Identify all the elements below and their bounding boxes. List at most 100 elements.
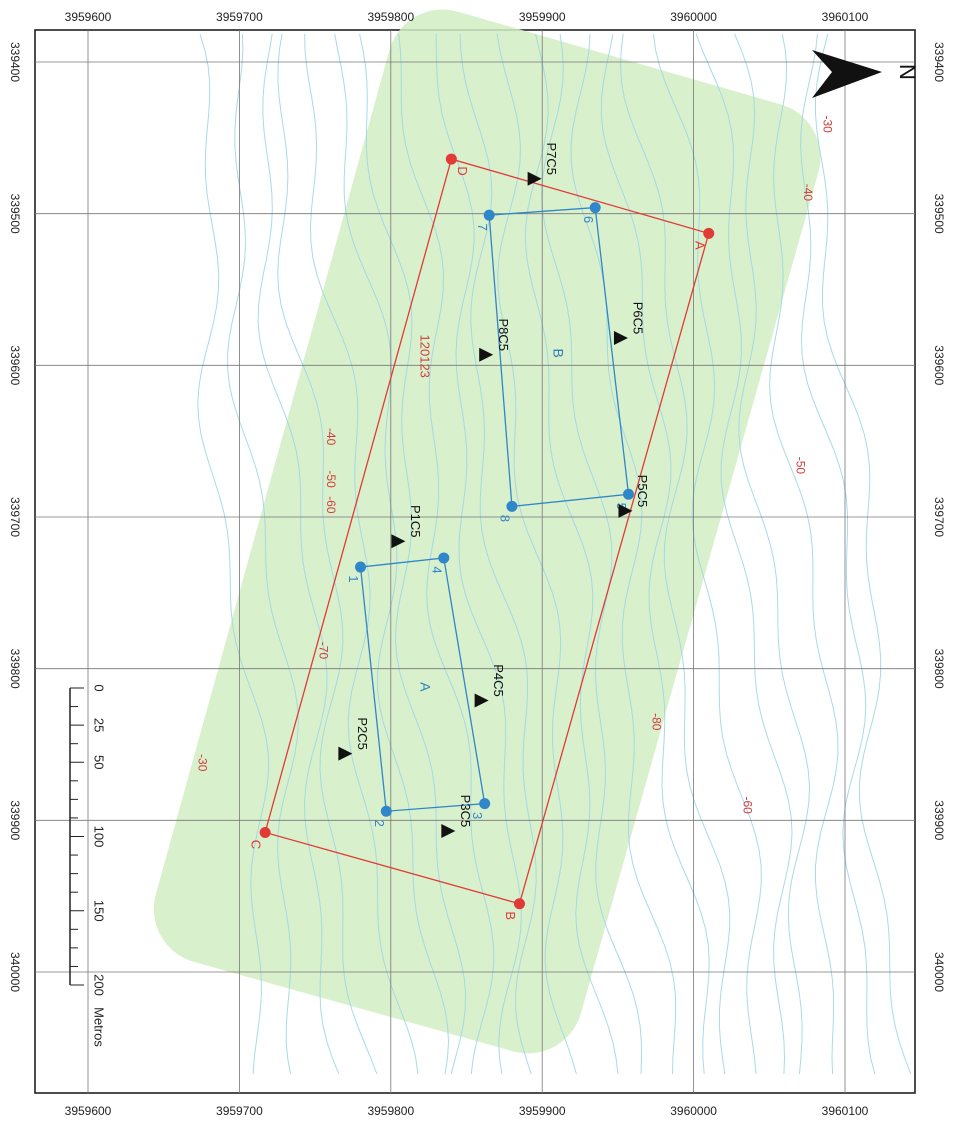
vertex-dot	[445, 153, 457, 165]
contour-value-label: -70	[316, 642, 330, 660]
contour-value-label: -50	[324, 470, 338, 488]
y-tick-label-right: 339800	[932, 649, 946, 689]
contour-value-label: -40	[801, 184, 815, 202]
station-marker-icon	[441, 823, 456, 838]
buffer-area	[153, 9, 821, 1054]
x-tick-label-bottom: 3959600	[65, 1104, 112, 1118]
zone-vertex-dot	[380, 805, 392, 817]
zone-vertex-dot	[438, 552, 450, 564]
y-tick-label-right: 340000	[932, 952, 946, 992]
x-tick-label-top: 3960000	[670, 10, 717, 24]
y-tick-label-left: 339700	[8, 497, 22, 537]
zone-vertex-label: 8	[497, 515, 512, 522]
contour-line	[459, 33, 537, 1075]
contour-line	[815, 33, 912, 1075]
contour-line	[227, 33, 299, 1075]
north-arrow-icon	[812, 50, 882, 98]
scale-bar-tick-label: 200	[92, 974, 107, 996]
station-label: P1C5	[408, 505, 423, 538]
scale-bar-tick-label: 150	[92, 900, 107, 922]
station-marker-icon	[618, 503, 633, 518]
contour-line	[359, 33, 467, 1075]
contour-value-label: -40	[324, 428, 338, 446]
station-marker-icon	[479, 347, 494, 362]
contour-line	[695, 33, 793, 1075]
scale-bar-tick-label: 50	[92, 755, 107, 769]
vertex-dot	[703, 227, 715, 239]
x-tick-label-bottom: 3959800	[367, 1104, 414, 1118]
zone-vertex-label: 6	[581, 216, 596, 223]
contour-line	[769, 33, 839, 1075]
station-marker-icon	[613, 331, 628, 346]
site-code: 120123	[418, 335, 433, 378]
contour-value-label: -30	[195, 754, 209, 772]
contour-value-label: -30	[821, 116, 835, 134]
zone-vertex-dot	[622, 488, 634, 500]
zone-vertex-dot	[589, 202, 601, 214]
vertex-label: D	[455, 166, 470, 175]
scale-bar-unit: Metros	[92, 1007, 107, 1047]
contour-line	[304, 33, 419, 1075]
x-tick-label-bottom: 3960100	[822, 1104, 869, 1118]
zone-vertex-label: 2	[372, 820, 387, 827]
y-tick-label-right: 339600	[932, 345, 946, 385]
contour-value-label: -80	[650, 713, 664, 731]
contour-line	[600, 33, 710, 1075]
vertex-dot	[259, 826, 271, 838]
y-tick-label-left: 339900	[8, 800, 22, 840]
scale-bar: 0 25 50 100 150 200 Metros	[69, 684, 107, 1047]
zone-vertex-label: 4	[429, 566, 444, 573]
station-label: P8C5	[496, 318, 511, 351]
scale-bar-tick-label: 100	[92, 826, 107, 848]
contour-line	[496, 33, 577, 1075]
x-tick-label-bottom: 3959700	[216, 1104, 263, 1118]
station-marker-icon	[338, 746, 353, 761]
y-tick-label-right: 339700	[932, 497, 946, 537]
station-label: P2C5	[355, 717, 370, 750]
zone-vertex-dot	[355, 561, 367, 573]
contour-line	[277, 33, 378, 1075]
zone-label: A	[417, 682, 433, 692]
station-marker-icon	[391, 534, 406, 549]
vertex-dot	[513, 898, 525, 910]
contour-value-label: -50	[793, 457, 807, 475]
zone-vertex-dot	[483, 209, 495, 221]
y-tick-label-left: 340000	[8, 952, 22, 992]
contour-line	[619, 33, 731, 1075]
contour-line	[652, 33, 762, 1075]
contour-value-label: -60	[740, 796, 754, 814]
north-label: N	[895, 64, 920, 80]
y-tick-label-left: 339600	[8, 345, 22, 385]
scale-bar-tick-label: 25	[92, 718, 107, 732]
station-label: P3C5	[458, 795, 473, 828]
contour-line	[197, 33, 270, 1075]
vertex-label: C	[249, 840, 264, 849]
y-tick-label-left: 339800	[8, 649, 22, 689]
contour-line	[398, 33, 495, 1075]
station-label: P6C5	[630, 302, 645, 335]
station-label: P7C5	[544, 143, 559, 176]
north-arrow: N	[812, 50, 920, 98]
y-tick-label-left: 339400	[8, 42, 22, 82]
zone-vertex-label: 1	[346, 575, 361, 582]
x-tick-label-top: 3959600	[65, 10, 112, 24]
y-tick-label-left: 339500	[8, 194, 22, 234]
station-marker-icon	[527, 171, 542, 186]
zone-label: B	[551, 349, 567, 358]
y-tick-label-right: 339400	[932, 42, 946, 82]
x-tick-label-bottom: 3959900	[519, 1104, 566, 1118]
zone-vertex-dot	[479, 798, 491, 810]
station-marker-icon	[474, 693, 489, 708]
zone-vertex-dot	[506, 500, 518, 512]
vertex-label: A	[692, 241, 707, 250]
x-tick-label-top: 3959900	[519, 10, 566, 24]
contour-value-label: -60	[324, 496, 338, 514]
y-tick-label-right: 339900	[932, 800, 946, 840]
x-tick-label-top: 3959800	[367, 10, 414, 24]
vertex-label: B	[503, 911, 518, 920]
contour-line	[524, 33, 619, 1075]
station-label: P5C5	[635, 475, 650, 508]
y-tick-label-right: 339500	[932, 194, 946, 234]
zone-vertex-label: 3	[470, 812, 485, 819]
